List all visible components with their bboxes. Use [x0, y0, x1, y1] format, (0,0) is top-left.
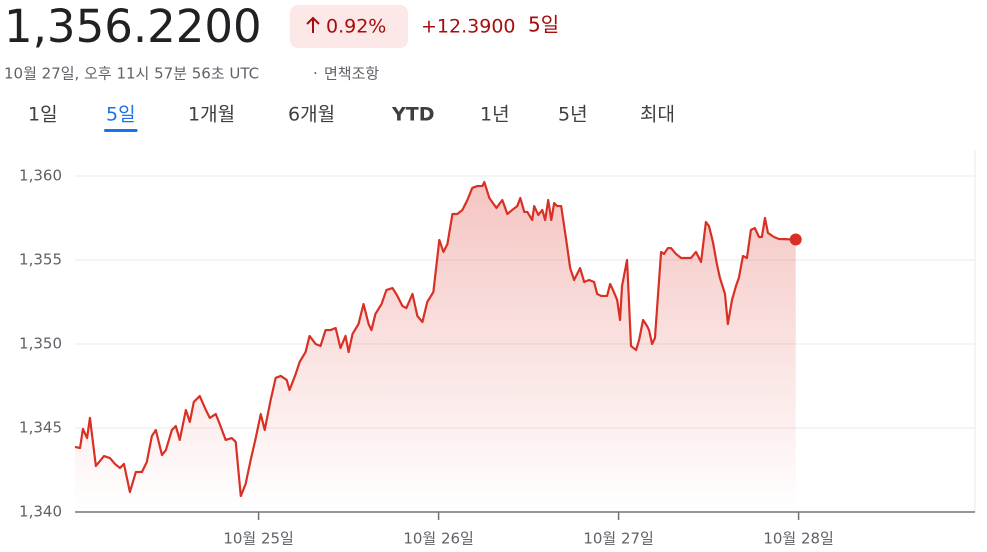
disclaimer-link[interactable]: 면책조항 [324, 65, 379, 83]
last-price-dot [789, 233, 802, 246]
timestamp: 10월 27일, 오후 11시 57분 56초 UTC [4, 65, 259, 83]
x-tick-label: 10월 26일 [403, 530, 474, 548]
change-percent: 0.92% [326, 16, 386, 38]
range-tab[interactable]: YTD [391, 104, 435, 126]
change-value: +12.3900 [421, 16, 516, 38]
y-tick-label: 1,360 [19, 167, 62, 185]
separator: · [313, 65, 318, 83]
y-tick-label: 1,345 [19, 419, 62, 437]
x-tick-label: 10월 28일 [763, 530, 834, 548]
range-tab[interactable]: 1년 [480, 104, 510, 126]
up-arrow-icon [306, 16, 320, 33]
price-line [74, 180, 796, 498]
price: 1,356.2200 [4, 0, 262, 53]
price-area [75, 182, 796, 513]
range-tab[interactable]: 1일 [28, 104, 58, 126]
y-tick-label: 1,350 [19, 335, 62, 353]
change-badge [290, 5, 408, 48]
range-tab[interactable]: 1개월 [188, 104, 235, 126]
range-tab[interactable]: 6개월 [288, 104, 335, 126]
range-tab[interactable]: 최대 [640, 104, 675, 126]
range-tab[interactable]: 5일 [106, 104, 136, 126]
active-tab-indicator [104, 129, 138, 132]
change-period: 5일 [528, 13, 559, 37]
y-tick-label: 1,355 [19, 251, 62, 269]
range-tab[interactable]: 5년 [558, 104, 588, 126]
x-tick-label: 10월 27일 [583, 530, 654, 548]
y-tick-label: 1,340 [19, 503, 62, 521]
x-tick-label: 10월 25일 [223, 530, 294, 548]
